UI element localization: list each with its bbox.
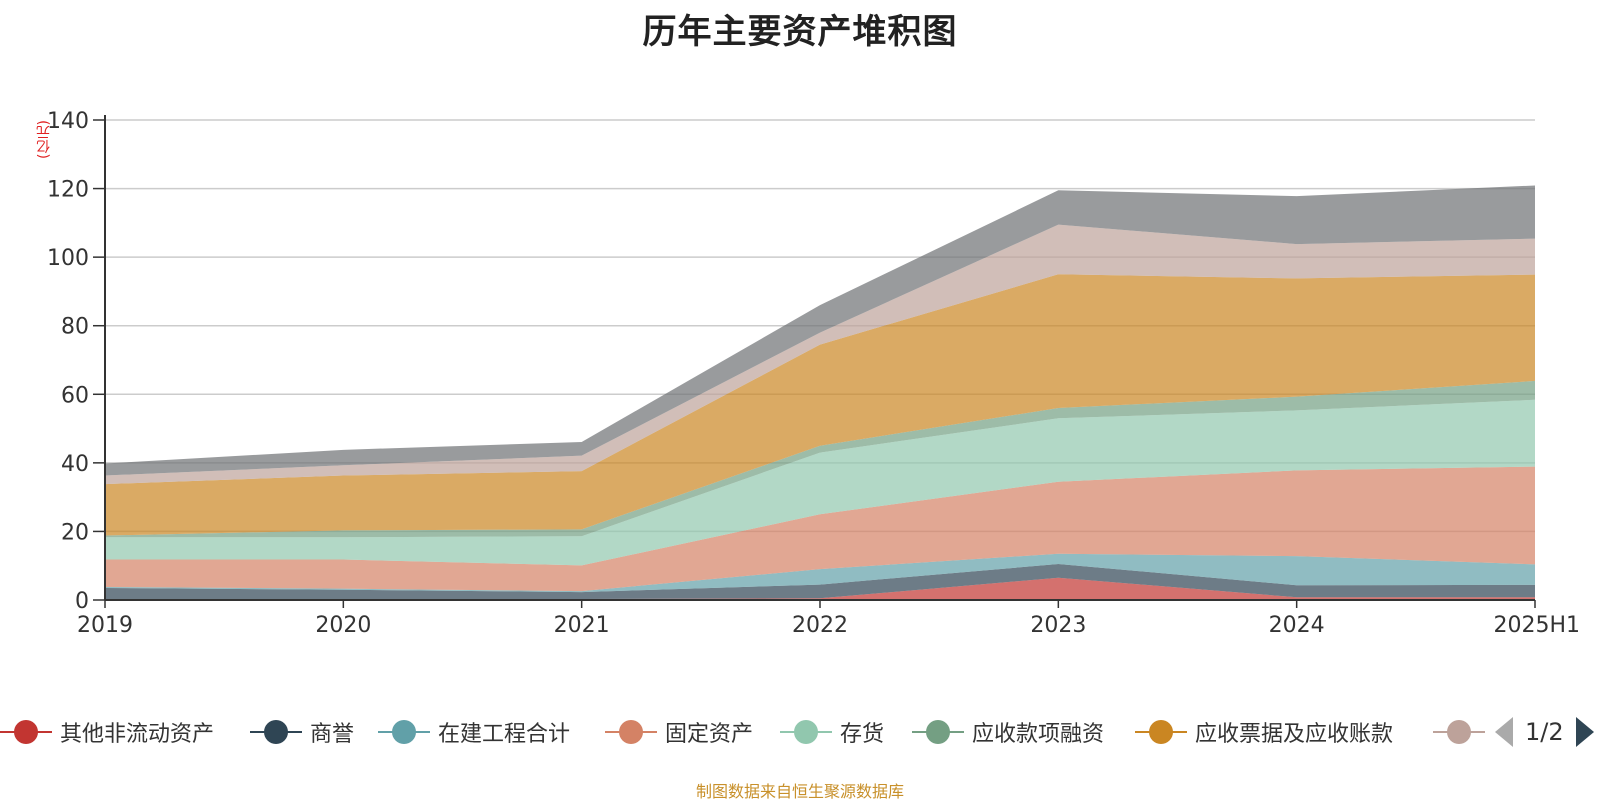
- source-note: 制图数据来自恒生聚源数据库: [695, 782, 904, 801]
- legend-item[interactable]: 商誉: [250, 712, 354, 752]
- x-tick-label: 2025H1: [1493, 613, 1580, 638]
- legend-marker-icon: [780, 720, 832, 744]
- legend-marker-icon: [605, 720, 657, 744]
- legend-marker-icon: [912, 720, 964, 744]
- area-series-4[interactable]: [105, 399, 1535, 566]
- area-series-6[interactable]: [105, 274, 1535, 536]
- x-tick-labels: 2019 2020 2021 2022 2023 2024 2025H1: [77, 613, 1580, 638]
- legend-prev-page-icon[interactable]: [1495, 717, 1513, 747]
- x-tick-label: 2022: [792, 613, 848, 638]
- y-tick-label: 120: [47, 178, 89, 203]
- legend-item[interactable]: 固定资产: [605, 712, 753, 752]
- legend-label: 应收票据及应收账款: [1195, 722, 1394, 747]
- area-series-1[interactable]: [105, 564, 1535, 599]
- x-tick-label: 2024: [1269, 613, 1325, 638]
- legend-marker-icon: [0, 720, 52, 744]
- area-series-2[interactable]: [105, 553, 1535, 593]
- area-series: [105, 185, 1535, 600]
- chart-title: 历年主要资产堆积图: [642, 12, 958, 52]
- area-series-5[interactable]: [105, 380, 1535, 538]
- legend-item[interactable]: 应收款项融资: [912, 712, 1104, 752]
- legend: 其他非流动资产 商誉 在建工程合计 固定资产 存货 应收款项融资 应收票据及应收账款: [0, 712, 1600, 752]
- legend-marker-icon: [250, 720, 302, 744]
- y-tick-label: 60: [61, 383, 89, 408]
- legend-label: 商誉: [310, 722, 355, 747]
- y-tick-label: 100: [47, 246, 89, 271]
- x-tick-label: 2019: [77, 613, 133, 638]
- area-series-7[interactable]: [105, 224, 1535, 485]
- y-tick-label: 20: [61, 520, 89, 545]
- y-tick-label: 40: [61, 452, 89, 477]
- area-series-0[interactable]: [105, 577, 1535, 600]
- x-tick-label: 2023: [1030, 613, 1086, 638]
- legend-marker-icon: [378, 720, 430, 744]
- legend-item[interactable]: 存货: [780, 712, 884, 752]
- legend-label: 应收款项融资: [972, 722, 1105, 747]
- legend-item[interactable]: 应收票据及应收账款: [1135, 712, 1393, 752]
- area-series-8[interactable]: [105, 185, 1535, 476]
- legend-label: 在建工程合计: [438, 722, 571, 747]
- y-tick-label: 0: [75, 589, 89, 614]
- legend-item[interactable]: [1433, 712, 1493, 752]
- y-tick-labels: 0 20 40 60 80 100 120 140: [47, 109, 89, 614]
- legend-marker-icon: [1135, 720, 1187, 744]
- x-tick-label: 2020: [315, 613, 371, 638]
- y-tick-label: 80: [61, 315, 89, 340]
- legend-next-page-icon[interactable]: [1575, 717, 1594, 747]
- x-tick-label: 2021: [554, 613, 610, 638]
- legend-label: 存货: [840, 722, 885, 747]
- legend-page-indicator: 1/2: [1525, 718, 1564, 746]
- y-tick-label: 140: [47, 109, 89, 134]
- legend-label: 其他非流动资产: [60, 722, 215, 747]
- legend-item[interactable]: 在建工程合计: [378, 712, 570, 752]
- legend-marker-icon: [1433, 720, 1485, 744]
- area-series-3[interactable]: [105, 466, 1535, 592]
- legend-label: 固定资产: [665, 722, 754, 747]
- legend-pager: 1/2: [1495, 712, 1594, 752]
- legend-item[interactable]: 其他非流动资产: [0, 712, 214, 752]
- axes: [104, 115, 1536, 608]
